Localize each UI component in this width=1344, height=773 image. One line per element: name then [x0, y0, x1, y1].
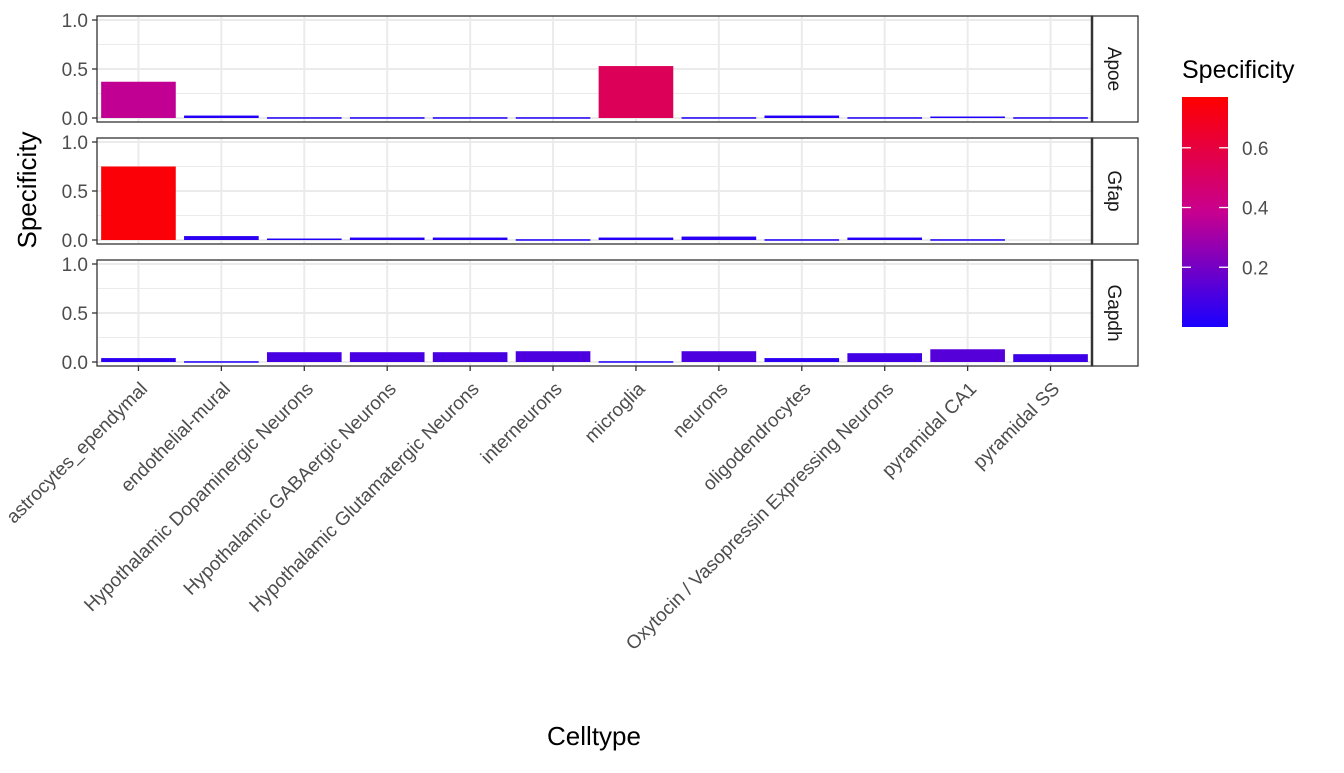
- bar-apoe-5: [515, 117, 591, 119]
- bar-apoe-2: [266, 117, 342, 119]
- y-tick-label: 0.0: [62, 109, 88, 130]
- strip-background: [1091, 137, 1139, 245]
- bar-gfap-4: [432, 237, 508, 240]
- bar-gapdh-0: [101, 358, 176, 362]
- bar-gapdh-1: [184, 361, 259, 363]
- y-tick-label: 0.0: [62, 353, 88, 374]
- bar-gfap-10: [930, 239, 1005, 241]
- bar-gfap-5: [515, 239, 591, 241]
- bar-gapdh-10: [930, 349, 1005, 362]
- bar-gapdh-2: [266, 352, 342, 362]
- x-tick-label: neurons: [669, 379, 732, 442]
- bar-apoe-0: [101, 81, 176, 118]
- x-tick-label: microglia: [581, 378, 650, 447]
- legend-tick-label: 0.4: [1242, 199, 1269, 220]
- y-axis-title: Specificity: [12, 131, 42, 248]
- bar-gapdh-5: [515, 351, 591, 362]
- x-axis: astrocytes_ependymalendothelial-muralHyp…: [3, 366, 1064, 655]
- legend-title: Specificity: [1182, 56, 1295, 84]
- bar-apoe-8: [764, 115, 840, 118]
- facet-panel-gfap: 0.0 0.5 1.0 Gfap: [62, 133, 1139, 252]
- x-tick-label: pyramidal SS: [969, 379, 1064, 474]
- y-tick-label: 1.0: [62, 133, 88, 154]
- bar-apoe-9: [847, 117, 923, 119]
- strip-label: Gfap: [1103, 170, 1124, 211]
- legend-colorbar: [1182, 97, 1228, 327]
- bar-apoe-7: [681, 117, 757, 119]
- x-axis-title: Celltype: [547, 721, 641, 751]
- bar-gfap-6: [598, 237, 674, 240]
- legend: Specificity 0.2 0.4 0.6: [1182, 56, 1295, 327]
- x-tick-label: astrocytes_ependymal: [3, 379, 152, 528]
- bar-gfap-7: [681, 236, 757, 240]
- legend-tick-label: 0.2: [1242, 258, 1268, 279]
- bar-gfap-1: [184, 236, 259, 240]
- strip-label: Apoe: [1103, 47, 1124, 91]
- facet-panel-gapdh: 0.0 0.5 1.0 Gapdh: [62, 255, 1139, 374]
- strip-label: Gapdh: [1103, 284, 1124, 341]
- bar-gapdh-8: [764, 358, 840, 362]
- y-tick-label: 0.5: [62, 60, 88, 81]
- bar-gapdh-4: [432, 352, 508, 362]
- bar-apoe-6: [598, 66, 674, 118]
- strip-background: [1091, 259, 1139, 367]
- bar-gapdh-3: [349, 352, 425, 362]
- bar-gfap-8: [764, 239, 840, 241]
- y-tick-label: 1.0: [62, 11, 88, 32]
- bar-apoe-3: [349, 117, 425, 119]
- y-tick-label: 0.5: [62, 182, 88, 203]
- bar-apoe-1: [184, 115, 259, 118]
- bar-gfap-0: [101, 166, 176, 240]
- facet-panel-apoe: 0.0 0.5 1.0 Apoe: [62, 11, 1139, 130]
- bar-gfap-2: [266, 238, 342, 241]
- x-tick-label: interneurons: [477, 379, 567, 469]
- bar-gapdh-9: [847, 353, 923, 362]
- bar-apoe-4: [432, 117, 508, 119]
- bar-gapdh-11: [1013, 354, 1088, 362]
- y-tick-label: 0.5: [62, 304, 88, 325]
- y-tick-label: 0.0: [62, 231, 88, 252]
- legend-tick-label: 0.6: [1242, 139, 1268, 160]
- strip-background: [1091, 15, 1139, 123]
- bar-gapdh-6: [598, 361, 674, 363]
- bar-gapdh-7: [681, 351, 757, 362]
- bar-apoe-10: [930, 116, 1005, 119]
- bar-gfap-3: [349, 237, 425, 240]
- y-tick-label: 1.0: [62, 255, 88, 276]
- bar-apoe-11: [1013, 117, 1088, 119]
- bar-gfap-9: [847, 237, 923, 240]
- facet-panels: 0.0 0.5 1.0 Apoe 0.0 0.5 1.0 Gfap 0.0 0.5 1.0 Gapdh: [62, 11, 1139, 374]
